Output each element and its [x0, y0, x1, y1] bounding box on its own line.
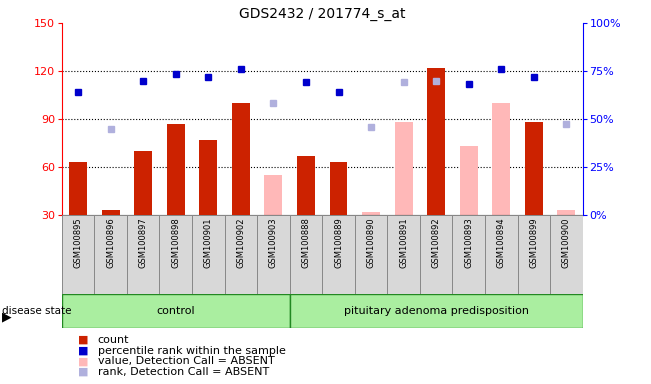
Bar [94, 215, 127, 294]
Text: GSM100897: GSM100897 [139, 217, 148, 268]
Text: GSM100888: GSM100888 [301, 217, 311, 268]
Text: GSM100899: GSM100899 [529, 217, 538, 268]
Text: GSM100895: GSM100895 [74, 217, 83, 268]
Bar [62, 215, 94, 294]
Text: ■: ■ [78, 335, 89, 345]
Text: GSM100901: GSM100901 [204, 217, 213, 268]
Bar [322, 215, 355, 294]
Text: ■: ■ [78, 346, 89, 356]
Bar [387, 215, 420, 294]
Bar [127, 215, 159, 294]
Text: GSM100890: GSM100890 [367, 217, 376, 268]
Text: GSM100898: GSM100898 [171, 217, 180, 268]
Text: GSM100902: GSM100902 [236, 217, 245, 268]
Text: pituitary adenoma predisposition: pituitary adenoma predisposition [344, 306, 529, 316]
Text: ▶: ▶ [2, 310, 12, 323]
Bar [420, 215, 452, 294]
Bar [69, 162, 87, 215]
Bar [102, 210, 120, 215]
Bar [525, 122, 543, 215]
Bar [167, 124, 185, 215]
Text: ■: ■ [78, 367, 89, 377]
Bar [362, 212, 380, 215]
Bar [460, 146, 478, 215]
Bar [290, 295, 583, 328]
Bar [550, 215, 583, 294]
Bar [62, 295, 290, 328]
Text: GSM100903: GSM100903 [269, 217, 278, 268]
Bar [557, 210, 575, 215]
Bar [518, 215, 550, 294]
Text: disease state: disease state [2, 306, 72, 316]
Bar [297, 156, 315, 215]
Text: value, Detection Call = ABSENT: value, Detection Call = ABSENT [98, 356, 275, 366]
Text: rank, Detection Call = ABSENT: rank, Detection Call = ABSENT [98, 367, 269, 377]
Text: percentile rank within the sample: percentile rank within the sample [98, 346, 286, 356]
Bar [329, 162, 348, 215]
Bar [355, 215, 387, 294]
Bar [452, 215, 485, 294]
Bar [225, 215, 257, 294]
Bar [192, 215, 225, 294]
Text: GSM100889: GSM100889 [334, 217, 343, 268]
Text: GSM100894: GSM100894 [497, 217, 506, 268]
Text: ■: ■ [78, 356, 89, 366]
Text: GSM100900: GSM100900 [562, 217, 571, 268]
Bar [159, 215, 192, 294]
Bar [232, 103, 250, 215]
Bar [395, 122, 413, 215]
Bar [134, 151, 152, 215]
Text: GSM100896: GSM100896 [106, 217, 115, 268]
Text: count: count [98, 335, 129, 345]
Title: GDS2432 / 201774_s_at: GDS2432 / 201774_s_at [239, 7, 406, 21]
Bar [290, 215, 322, 294]
Bar [427, 68, 445, 215]
Text: GSM100893: GSM100893 [464, 217, 473, 268]
Bar [485, 215, 518, 294]
Bar [199, 140, 217, 215]
Text: control: control [156, 306, 195, 316]
Text: GSM100891: GSM100891 [399, 217, 408, 268]
Bar [257, 215, 290, 294]
Bar [264, 175, 283, 215]
Bar [492, 103, 510, 215]
Text: GSM100892: GSM100892 [432, 217, 441, 268]
